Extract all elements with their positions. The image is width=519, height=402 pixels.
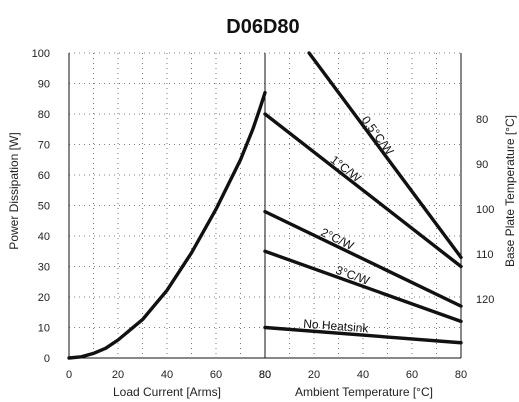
left-x-tick-label: 0 [66,369,72,381]
power-dissipation-curve [67,90,267,360]
left-x-tick-label: 60 [210,369,222,381]
right-x-tick-label: 20 [308,369,320,381]
thermal-resistance-line [263,325,463,345]
right-x-tick-label: 60 [406,369,418,381]
right-y-axis-label: Base Plate Temperature [°C] [503,115,517,267]
right-x-tick-label: 80 [455,369,467,381]
right-y-tick-label: 100 [476,204,494,216]
axes [68,53,462,359]
left-y-tick-label: 60 [38,170,50,182]
left-y-axis-label: Power Dissipation [W] [7,132,21,249]
left-y-tick-label: 40 [38,231,50,243]
thermal-resistance-line [307,51,463,260]
left-x-tick-label: 80 [259,369,271,381]
right-y-tick-label: 120 [476,294,494,306]
thermal-resistance-line [263,209,463,308]
right-y-tick-label: 80 [476,114,488,126]
left-y-tick-label: 50 [38,201,50,213]
left-y-tick-label: 90 [38,79,50,91]
thermal-resistance-line [263,112,463,269]
chart-title: D06D80 [226,16,299,38]
series [67,51,463,360]
series-label: 0.5°C/W [359,113,397,158]
left-y-tick-label: 100 [32,48,50,60]
right-y-tick-label: 90 [476,159,488,171]
series-label: 2°C/W [319,225,357,253]
left-x-axis-label: Load Current [Arms] [113,385,221,399]
left-y-tick-label: 80 [38,109,50,121]
right-y-tick-label: 110 [476,249,494,261]
right-x-axis-label: Ambient Temperature [°C] [295,385,433,399]
left-y-tick-label: 70 [38,140,50,152]
right-x-tick-label: 80 [259,369,271,381]
left-y-tick-label: 30 [38,262,50,274]
left-y-tick-label: 0 [44,353,50,365]
series-label: No Heatsink [303,317,370,336]
series-labels: 0.5°C/W1°C/W2°C/W3°C/WNo Heatsink [303,113,397,335]
right-x-tick-label: 40 [357,369,369,381]
left-x-tick-label: 20 [112,369,124,381]
left-x-tick-label: 40 [161,369,173,381]
left-y-tick-label: 10 [38,323,50,335]
tick-labels: 0 10 20 30 40 50 60 70 80 90 100 0 20 40 60 80 80 20 40 60 8… [32,48,495,381]
thermal-resistance-line [263,249,463,324]
left-y-tick-label: 20 [38,292,50,304]
